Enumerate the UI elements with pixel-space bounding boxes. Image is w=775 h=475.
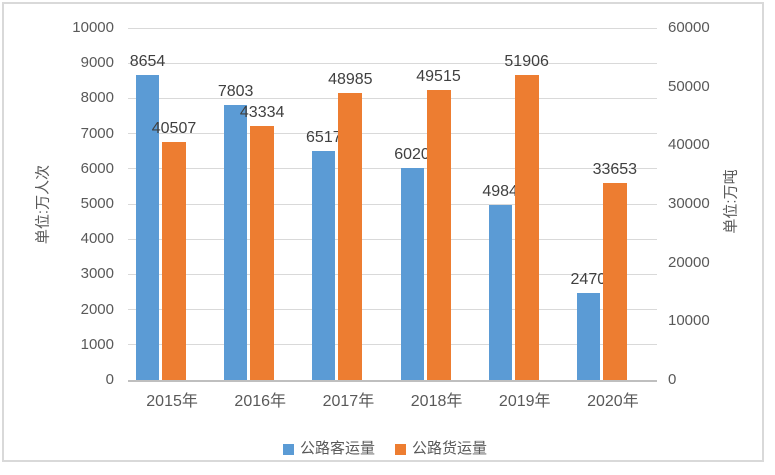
right-axis-tick-label: 60000: [668, 19, 710, 36]
left-axis-tick-label: 4000: [80, 230, 114, 248]
left-axis-tick-label: 2000: [80, 300, 114, 318]
bar-label-passenger-2016年: 7803: [217, 83, 254, 101]
bar-label-freight-2018年: 49515: [416, 67, 461, 85]
category-label-2020年: 2020年: [587, 393, 639, 410]
bar-label-passenger-2020年: 2470: [570, 271, 607, 289]
right-axis-tick-label: 10000: [668, 312, 710, 330]
category-label-2015年: 2015年: [146, 393, 198, 410]
category-label-2019年: 2019年: [498, 393, 551, 410]
bar-passenger-2018年[interactable]: [400, 168, 424, 380]
gridline: [128, 238, 657, 240]
legend-swatch-passenger: [282, 443, 294, 455]
legend: 公路客运量 公路货运量: [4, 440, 766, 458]
bar-label-passenger-2018年: 6020: [394, 146, 430, 164]
bar-passenger-2020年[interactable]: [576, 293, 600, 380]
gridline: [128, 97, 657, 99]
bar-passenger-2019年[interactable]: [488, 204, 512, 380]
legend-item-passenger[interactable]: 公路客运量: [282, 440, 375, 458]
right-axis-tick-label: 40000: [668, 136, 710, 154]
legend-label-freight: 公路货运量: [412, 440, 488, 457]
left-axis-tick-label: 3000: [80, 265, 114, 283]
x-axis-line: [128, 380, 657, 382]
legend-item-freight[interactable]: 公路货运量: [395, 440, 487, 458]
bar-label-freight-2020年: 33653: [592, 160, 638, 178]
bar-label-freight-2016年: 43334: [239, 103, 285, 121]
gridline: [128, 27, 657, 29]
left-axis-tick-label: 5000: [80, 195, 114, 212]
bar-freight-2020年[interactable]: [602, 182, 627, 380]
bar-freight-2019年[interactable]: [514, 75, 539, 380]
bar-freight-2018年[interactable]: [426, 89, 451, 380]
right-axis-tick-label: 0: [668, 371, 677, 388]
left-axis-tick-label: 0: [105, 371, 114, 388]
bar-label-freight-2019年: 51906: [504, 53, 549, 71]
gridline: [128, 309, 657, 311]
bar-label-freight-2017年: 48985: [328, 70, 373, 88]
bar-freight-2016年[interactable]: [250, 125, 275, 380]
right-axis-tick-label: 20000: [668, 253, 710, 271]
bar-passenger-2017年[interactable]: [312, 150, 336, 380]
bar-passenger-2016年[interactable]: [224, 105, 248, 380]
category-label-2017年: 2017年: [322, 393, 375, 410]
gridline: [128, 62, 657, 64]
bar-label-freight-2015年: 40507: [151, 120, 197, 138]
gridline: [128, 203, 657, 205]
bar-label-passenger-2015年: 8654: [129, 53, 166, 71]
right-axis-tick-label: 30000: [668, 195, 710, 212]
left-axis-tick-label: 8000: [80, 89, 114, 107]
bar-label-passenger-2017年: 6517: [306, 128, 342, 146]
chart-container: 单位:万人次 单位:万吨 0 1000 2000 3000 4000 5000 6000 70…: [2, 2, 764, 462]
bar-label-passenger-2019年: 4984: [482, 182, 518, 200]
right-axis-tick-label: 50000: [668, 77, 710, 95]
gridline: [128, 168, 657, 170]
gridline: [128, 133, 657, 135]
left-axis-tick-label: 7000: [80, 124, 114, 142]
left-axis-tick-label: 10000: [72, 19, 114, 36]
bar-passenger-2015年[interactable]: [136, 75, 159, 380]
left-axis-tick-label: 1000: [80, 335, 114, 353]
gridline: [128, 344, 657, 346]
bar-freight-2015年[interactable]: [162, 142, 186, 380]
category-label-2016年: 2016年: [234, 393, 287, 410]
bar-freight-2017年[interactable]: [338, 92, 363, 380]
category-label-2018年: 2018年: [410, 393, 463, 410]
left-axis-tick-label: 6000: [80, 159, 114, 177]
left-axis-tick-label: 9000: [80, 54, 114, 72]
legend-swatch-freight: [395, 443, 406, 455]
legend-label-passenger: 公路客运量: [299, 440, 375, 457]
gridline: [128, 273, 657, 275]
